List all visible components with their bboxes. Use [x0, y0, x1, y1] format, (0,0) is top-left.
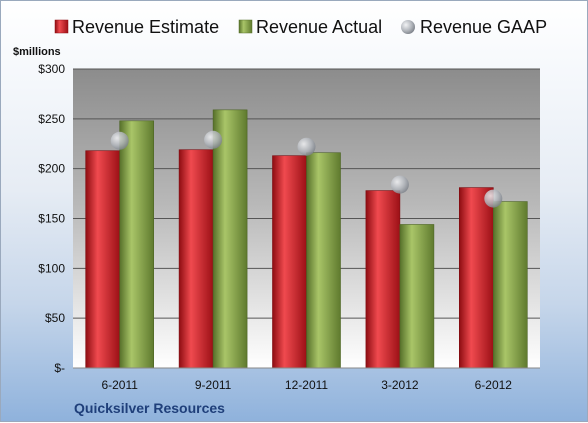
- point-gaap: [204, 130, 223, 149]
- bar-actual: [399, 224, 435, 369]
- bar-actual: [119, 120, 154, 369]
- x-axis-ticks: 6-2011 9-2011 12-2011 3-2012 6-2012: [101, 378, 512, 392]
- y-tick-label: $300: [38, 62, 65, 76]
- bar-actual: [212, 109, 248, 369]
- legend-swatch-actual: [238, 19, 253, 34]
- legend-item-actual: Revenue Actual: [238, 17, 382, 37]
- legend-label-gaap: Revenue GAAP: [420, 17, 547, 37]
- x-tick-label: 6-2012: [475, 378, 513, 392]
- bar-actual: [306, 152, 341, 369]
- point-gaap: [297, 137, 316, 156]
- legend-label-actual: Revenue Actual: [256, 17, 382, 37]
- y-unit-label: $millions: [13, 46, 61, 58]
- legend-item-estimate: Revenue Estimate: [54, 17, 219, 37]
- bar-actual: [492, 201, 528, 369]
- y-tick-label: $200: [38, 162, 65, 176]
- bar-estimate: [458, 187, 494, 369]
- bar-estimate: [272, 155, 307, 369]
- x-tick-label: 6-2011: [101, 378, 138, 392]
- bars: [85, 109, 528, 369]
- legend-item-gaap: Revenue GAAP: [401, 17, 547, 37]
- x-tick-label: 12-2011: [285, 378, 328, 392]
- company-name: Quicksilver Resources: [74, 400, 225, 416]
- bar-estimate: [365, 190, 401, 369]
- bar-estimate: [178, 149, 214, 369]
- y-tick-label: $50: [45, 311, 65, 325]
- x-tick-label: 3-2012: [381, 378, 419, 392]
- legend: Revenue Estimate Revenue Actual Revenue …: [54, 17, 547, 37]
- bar-estimate: [85, 150, 120, 369]
- legend-swatch-estimate: [54, 19, 69, 34]
- y-tick-label: $-: [54, 361, 65, 375]
- legend-marker-gaap: [401, 20, 415, 34]
- point-gaap: [484, 189, 503, 208]
- legend-label-estimate: Revenue Estimate: [72, 17, 219, 37]
- x-tick-label: 9-2011: [195, 378, 232, 392]
- y-tick-label: $150: [38, 212, 65, 226]
- gaap-points: [110, 130, 503, 208]
- y-tick-label: $100: [38, 261, 65, 275]
- y-tick-label: $250: [38, 112, 65, 126]
- point-gaap: [390, 175, 409, 194]
- point-gaap: [110, 131, 129, 150]
- y-axis-ticks: $- $50 $100 $150 $200 $250 $300: [38, 62, 65, 375]
